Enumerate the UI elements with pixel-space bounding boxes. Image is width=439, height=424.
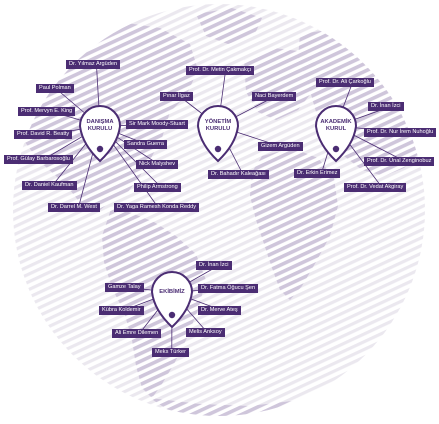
member-label: Dr. Daniel Kaufman — [22, 181, 77, 190]
map-pin-icon — [78, 105, 122, 163]
map-pin-icon — [314, 105, 358, 163]
group-hubs — [78, 105, 358, 329]
member-label: Prof. David R. Beatty — [14, 130, 73, 139]
member-label: Prof. Dr. Metin Çakmakçı — [186, 66, 255, 75]
member-label: Dr. İnan İzci — [368, 102, 404, 111]
map-pin-icon — [196, 105, 240, 163]
hub-akademik-kurul-title: AKADEMİK KURUL — [320, 119, 352, 132]
member-label: Sandra Guerra — [124, 140, 168, 149]
member-label: Naci Bayerdem — [252, 92, 297, 101]
member-label: Gizem Argüden — [258, 142, 303, 151]
member-label: Dr. Fatma Öğucu Şen — [198, 284, 259, 293]
member-label: Gamze Talay — [105, 283, 144, 292]
member-label: Nick Malyshev — [136, 160, 179, 169]
member-label: Dr. Darrel M. West — [48, 203, 100, 212]
member-label: Dr. Yılmaz Argüden — [66, 60, 121, 69]
continent-greenland — [196, 8, 262, 44]
member-label: Meks Türker — [152, 348, 189, 357]
member-label: Prof. Mervyn E. King — [18, 107, 76, 116]
continent-africa — [250, 148, 338, 300]
map-pin-dot-icon — [168, 311, 176, 319]
member-label: Dr. Bahadır Kaleağası — [208, 170, 269, 179]
map-pin-icon — [150, 271, 194, 329]
map-pin-dot-icon — [332, 145, 340, 153]
member-label: Sir Mark Moody-Stuart — [126, 120, 188, 129]
continent-europe — [244, 48, 320, 120]
member-label: Prof. Dr. Nur İrem Nuhoğlu — [364, 128, 437, 137]
member-label: Prof. Dr. Vedat Akgiray — [344, 183, 407, 192]
member-label: Dr. Merve Ateş — [198, 306, 241, 315]
member-label: Prof. Dr. Ünal Zenginobuz — [364, 157, 435, 166]
member-label: Paul Polman — [36, 84, 74, 93]
hub-yonetim-kurulu-title: YÖNETİM KURULU — [204, 119, 232, 132]
member-label: Prof. Dr. Ali Çarkoğlu — [316, 78, 374, 87]
hub-danisma-kurulu-title: DANIŞMA KURULU — [86, 119, 114, 132]
hub-ekibimiz-title: EKİBİMİZ — [159, 288, 185, 295]
member-label: Kübra Koldemir — [99, 306, 144, 315]
member-label: Philip Armstrong — [134, 183, 181, 192]
map-pin-dot-icon — [214, 145, 222, 153]
member-label: Pınar İlgaz — [160, 92, 193, 101]
map-pin-dot-icon — [96, 145, 104, 153]
member-label: Melis Anksoy — [186, 328, 225, 337]
member-label: Ali Emre Dilemen — [112, 329, 162, 338]
member-label: Prof. Gülay Barbarosoğlu — [4, 155, 73, 164]
member-label: Dr. İnan İzci — [196, 261, 232, 270]
member-label: Dr. Yaga Ramesh Konda Reddy — [114, 203, 200, 212]
member-label: Dr. Erkin Erimez — [294, 169, 341, 178]
